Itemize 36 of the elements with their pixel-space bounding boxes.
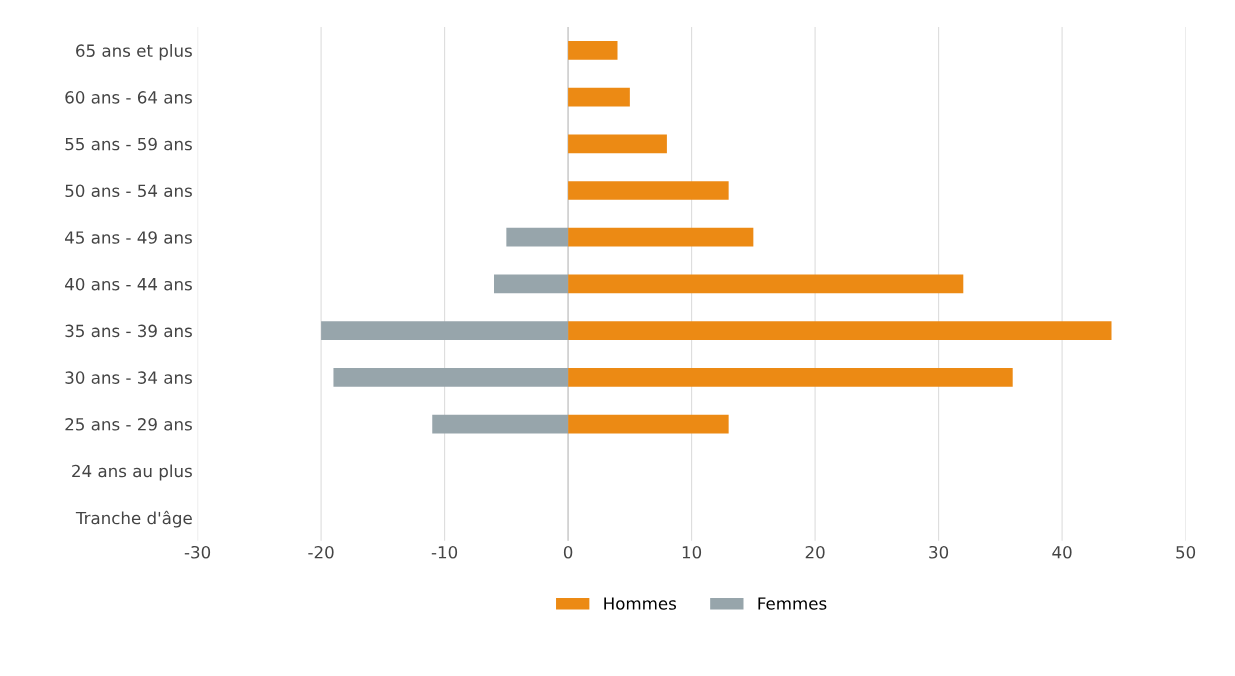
bar bbox=[568, 87, 630, 107]
x-tick-label: 30 bbox=[929, 545, 949, 559]
y-tick-label: 24 ans au plus bbox=[72, 464, 192, 481]
y-tick-label: 40 ans - 44 ans bbox=[65, 277, 192, 291]
x-tick-label: -20 bbox=[308, 545, 334, 559]
x-tick-label: 20 bbox=[805, 545, 825, 559]
y-tick-label: 50 ans - 54 ans bbox=[65, 184, 192, 198]
x-tick-label: -30 bbox=[184, 545, 211, 559]
bar bbox=[568, 274, 964, 294]
bar bbox=[568, 414, 729, 434]
y-tick-label: 60 ans - 64 ans bbox=[65, 91, 192, 104]
y-tick-label: 65 ans et plus bbox=[76, 44, 192, 61]
y-tick-label: 55 ans - 59 ans bbox=[65, 137, 192, 151]
x-tick-label: 0 bbox=[563, 545, 573, 559]
y-tick-label: 35 ans - 39 ans bbox=[65, 324, 192, 338]
x-tick-label: 10 bbox=[682, 545, 702, 559]
legend-label: Hommes bbox=[604, 597, 677, 610]
legend-label: Femmes bbox=[758, 597, 827, 610]
y-tick-label: 30 ans - 34 ans bbox=[65, 371, 192, 384]
y-tick-label: 45 ans - 49 ans bbox=[65, 231, 192, 244]
bar bbox=[568, 367, 1013, 387]
x-tick-label: 50 bbox=[1176, 545, 1196, 559]
bar bbox=[321, 321, 569, 340]
bar bbox=[568, 41, 618, 60]
y-tick-label: Tranche d'âge bbox=[75, 510, 192, 528]
bar bbox=[568, 134, 667, 154]
x-tick-label: 40 bbox=[1052, 545, 1072, 559]
bar bbox=[568, 181, 729, 200]
bar bbox=[333, 367, 569, 387]
x-tick-label: -10 bbox=[431, 545, 458, 559]
bar bbox=[432, 414, 569, 434]
bar bbox=[494, 274, 569, 294]
bar bbox=[506, 227, 569, 247]
bar bbox=[568, 321, 1112, 340]
y-tick-label: 25 ans - 29 ans bbox=[65, 418, 192, 431]
bar bbox=[568, 227, 754, 247]
